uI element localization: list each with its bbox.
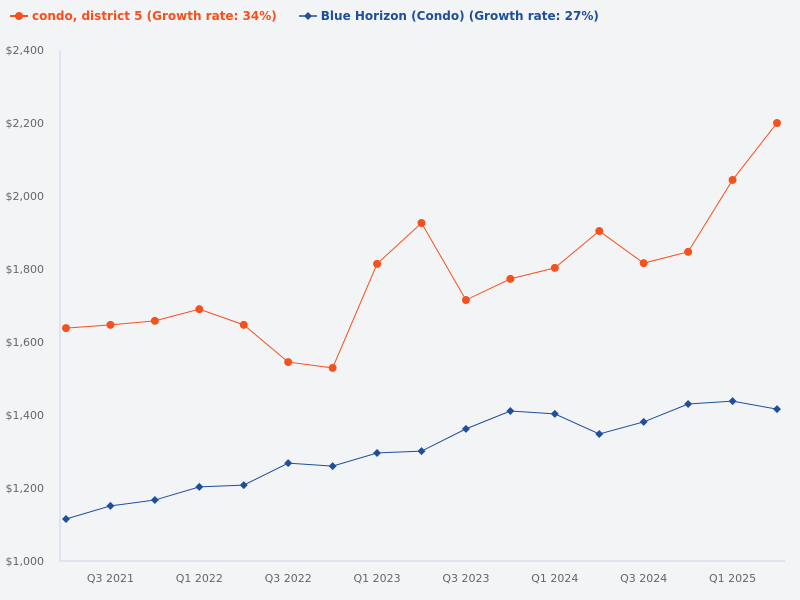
data-point[interactable] xyxy=(773,405,781,414)
diamond-marker-icon xyxy=(298,12,317,20)
data-point[interactable] xyxy=(150,316,159,325)
series-0 xyxy=(62,119,781,372)
legend-item-condo-district-5[interactable]: condo, district 5 (Growth rate: 34%) xyxy=(10,9,277,23)
legend-label: condo, district 5 (Growth rate: 34%) xyxy=(32,9,277,23)
data-point[interactable] xyxy=(506,274,515,283)
legend-label: Blue Horizon (Condo) (Growth rate: 27%) xyxy=(320,9,599,23)
data-point[interactable] xyxy=(284,459,293,468)
x-tick-label: Q3 2023 xyxy=(442,572,489,585)
data-point[interactable] xyxy=(595,227,604,236)
x-tick-label: Q1 2022 xyxy=(176,572,223,585)
data-point[interactable] xyxy=(239,320,248,329)
data-point[interactable] xyxy=(550,263,559,272)
data-point[interactable] xyxy=(62,324,70,333)
data-point[interactable] xyxy=(106,501,115,510)
data-point[interactable] xyxy=(284,358,293,367)
data-point[interactable] xyxy=(62,515,70,524)
data-point[interactable] xyxy=(328,363,337,372)
y-tick-label: $1,000 xyxy=(6,555,45,568)
data-point[interactable] xyxy=(195,482,204,491)
data-point[interactable] xyxy=(106,320,115,329)
data-point[interactable] xyxy=(417,447,426,456)
data-point[interactable] xyxy=(773,119,781,127)
data-point[interactable] xyxy=(550,409,559,418)
data-point[interactable] xyxy=(150,496,159,505)
y-tick-label: $2,400 xyxy=(6,44,45,57)
x-tick-label: Q3 2024 xyxy=(620,572,667,585)
data-point[interactable] xyxy=(728,397,737,406)
legend-item-blue-horizon[interactable]: Blue Horizon (Condo) (Growth rate: 27%) xyxy=(298,9,599,23)
x-tick-label: Q3 2022 xyxy=(265,572,312,585)
y-tick-label: $2,200 xyxy=(6,117,45,130)
data-point[interactable] xyxy=(728,175,737,184)
data-point[interactable] xyxy=(506,406,515,415)
data-point[interactable] xyxy=(328,462,337,471)
data-point[interactable] xyxy=(639,259,648,268)
data-point[interactable] xyxy=(595,429,604,438)
data-point[interactable] xyxy=(373,448,382,457)
x-tick-label: Q1 2024 xyxy=(531,572,578,585)
data-point[interactable] xyxy=(684,400,693,409)
y-tick-label: $2,000 xyxy=(6,190,45,203)
data-point[interactable] xyxy=(239,481,248,490)
data-point[interactable] xyxy=(417,219,426,228)
data-point[interactable] xyxy=(639,417,648,426)
x-tick-label: Q1 2025 xyxy=(709,572,756,585)
series-1 xyxy=(62,397,781,524)
data-point[interactable] xyxy=(195,305,204,314)
x-tick-label: Q1 2023 xyxy=(353,572,400,585)
data-point[interactable] xyxy=(373,259,382,268)
y-tick-label: $1,800 xyxy=(6,263,45,276)
circle-marker-icon xyxy=(10,12,28,20)
series-line xyxy=(65,122,778,369)
series-line xyxy=(65,400,778,520)
y-tick-label: $1,200 xyxy=(6,482,45,495)
y-tick-label: $1,600 xyxy=(6,336,45,349)
data-point[interactable] xyxy=(461,424,470,433)
y-tick-label: $1,400 xyxy=(6,409,45,422)
data-point[interactable] xyxy=(684,247,693,256)
x-tick-label: Q3 2021 xyxy=(87,572,134,585)
data-point[interactable] xyxy=(461,296,470,305)
legend: condo, district 5 (Growth rate: 34%) Blu… xyxy=(10,9,599,23)
